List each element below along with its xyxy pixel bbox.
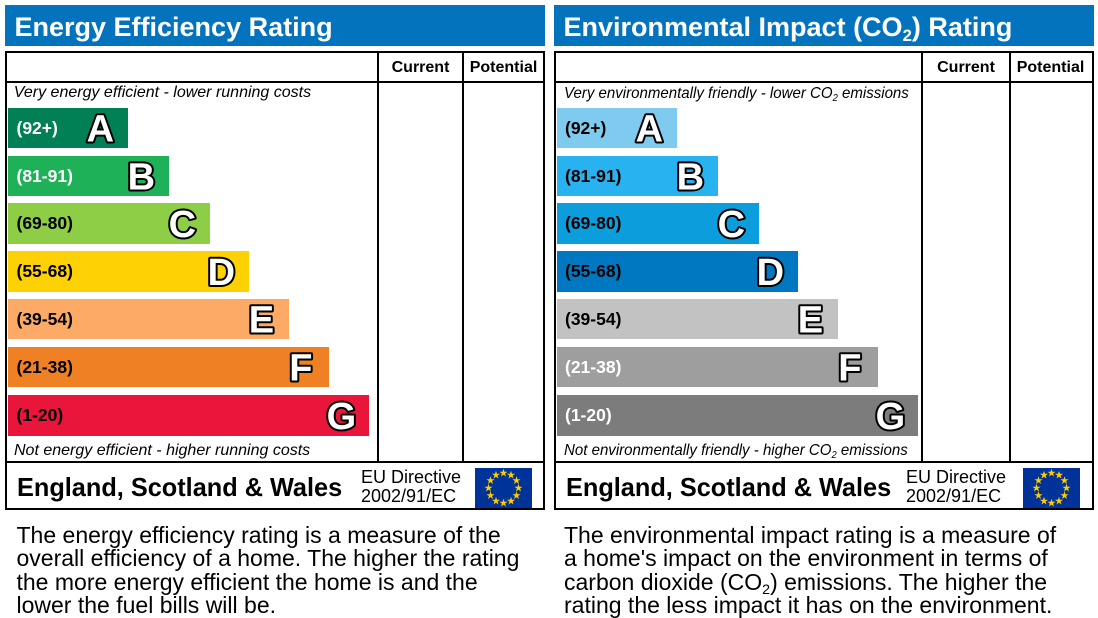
svg-text:D: D — [208, 252, 235, 294]
svg-text:F: F — [289, 347, 312, 389]
svg-text:E: E — [249, 300, 274, 342]
svg-text:C: C — [169, 204, 196, 246]
svg-text:A: A — [636, 109, 663, 151]
svg-text:G: G — [327, 396, 357, 438]
svg-text:G: G — [876, 396, 906, 438]
svg-text:C: C — [718, 204, 745, 246]
svg-text:A: A — [87, 109, 114, 151]
svg-text:E: E — [798, 300, 823, 342]
svg-text:D: D — [757, 252, 784, 294]
svg-text:F: F — [838, 347, 861, 389]
svg-text:B: B — [128, 157, 155, 199]
svg-text:B: B — [677, 157, 704, 199]
